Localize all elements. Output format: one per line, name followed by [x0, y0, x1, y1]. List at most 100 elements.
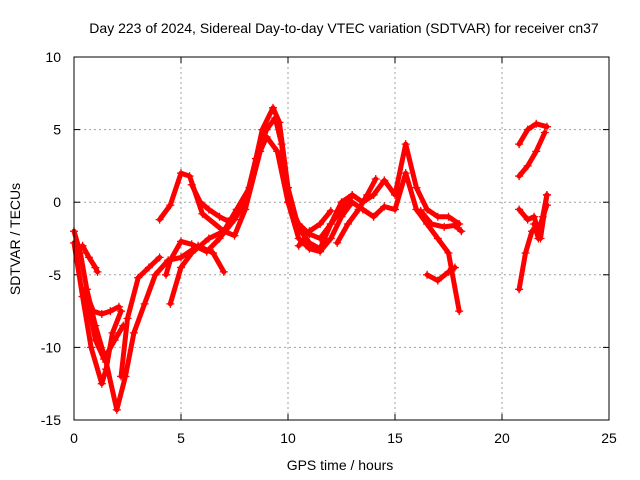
x-tick-label: 15: [387, 430, 403, 446]
data-point: [230, 215, 239, 224]
data-point: [455, 307, 464, 316]
series-line: [516, 121, 550, 147]
axis-ticks: 0 5 10 15 20 25 -15 -10 -5 0 5 10: [41, 49, 617, 446]
data-point: [187, 240, 196, 249]
data-point: [87, 343, 96, 352]
y-tick-label: 5: [53, 122, 61, 138]
data-point: [542, 190, 551, 199]
data-point: [129, 328, 138, 337]
data-point: [114, 302, 123, 311]
data-point: [433, 276, 442, 285]
series-track-12: [333, 174, 380, 247]
plot-frame: [73, 56, 610, 421]
series-line: [71, 228, 227, 413]
data-point: [202, 247, 211, 256]
series-track-10: [187, 180, 233, 226]
data-point: [423, 205, 432, 214]
data-point: [294, 219, 303, 228]
series-track-5: [82, 292, 128, 364]
y-tick-label: -5: [49, 267, 62, 283]
data-point: [444, 267, 453, 276]
data-point: [450, 263, 459, 272]
series-line: [80, 243, 100, 275]
data-point: [401, 169, 410, 178]
data-point: [123, 314, 132, 323]
data-point: [523, 161, 532, 170]
data-point: [523, 215, 532, 224]
y-tick-label: -10: [41, 339, 61, 355]
data-point: [117, 372, 126, 381]
data-point: [106, 307, 115, 316]
data-point: [277, 140, 286, 149]
data-point: [187, 249, 196, 258]
data-point: [294, 241, 303, 250]
data-series: [70, 103, 551, 414]
data-point: [532, 119, 541, 128]
y-tick-label: 10: [45, 49, 61, 65]
data-point: [155, 253, 164, 262]
data-point: [532, 147, 541, 156]
data-point: [204, 234, 213, 243]
data-point: [348, 190, 357, 199]
data-point: [177, 169, 185, 178]
data-point: [219, 267, 228, 276]
data-point: [391, 205, 399, 214]
data-point: [162, 270, 171, 279]
data-point: [433, 234, 442, 243]
data-point: [380, 202, 389, 211]
data-point: [99, 355, 108, 364]
data-point: [155, 215, 164, 224]
data-point: [326, 206, 335, 215]
data-point: [337, 205, 346, 214]
data-point: [433, 212, 442, 221]
x-tick-label: 10: [280, 430, 296, 446]
data-point: [209, 249, 218, 258]
series-track-6: [117, 253, 164, 381]
series-track-16: [515, 128, 549, 181]
data-point: [333, 238, 342, 247]
series-line: [424, 265, 458, 284]
x-tick-label: 25: [601, 430, 617, 446]
data-point: [271, 113, 280, 122]
data-point: [91, 336, 100, 345]
data-point: [316, 219, 325, 228]
data-point: [540, 128, 549, 137]
data-point: [515, 172, 524, 181]
data-point: [166, 256, 175, 265]
x-tick-label: 5: [177, 430, 185, 446]
data-point: [440, 222, 449, 231]
data-point: [515, 140, 524, 149]
data-point: [380, 176, 389, 185]
data-point: [401, 140, 410, 149]
series-line: [157, 105, 355, 252]
data-point: [515, 285, 524, 294]
data-point: [80, 285, 89, 294]
series-line: [516, 130, 548, 179]
data-point: [144, 263, 153, 272]
data-point: [215, 212, 224, 221]
data-point: [444, 249, 453, 258]
series-track-11: [294, 206, 335, 250]
data-point: [117, 307, 126, 316]
data-point: [444, 212, 453, 221]
data-point: [198, 209, 207, 218]
data-point: [151, 270, 160, 279]
data-point: [140, 299, 149, 308]
data-point: [110, 336, 119, 345]
y-axis-label: SDTVAR / TECUs: [7, 183, 23, 295]
data-point: [538, 212, 547, 221]
data-point: [521, 249, 530, 258]
data-point: [450, 221, 459, 230]
data-point: [530, 219, 539, 228]
data-point: [423, 270, 432, 279]
data-point: [305, 244, 314, 253]
data-point: [412, 183, 421, 192]
data-point: [224, 217, 233, 226]
data-point: [196, 198, 205, 207]
data-point: [256, 147, 265, 156]
data-point: [108, 328, 117, 337]
data-point: [416, 206, 425, 215]
data-point: [102, 365, 111, 374]
data-point: [427, 219, 436, 228]
